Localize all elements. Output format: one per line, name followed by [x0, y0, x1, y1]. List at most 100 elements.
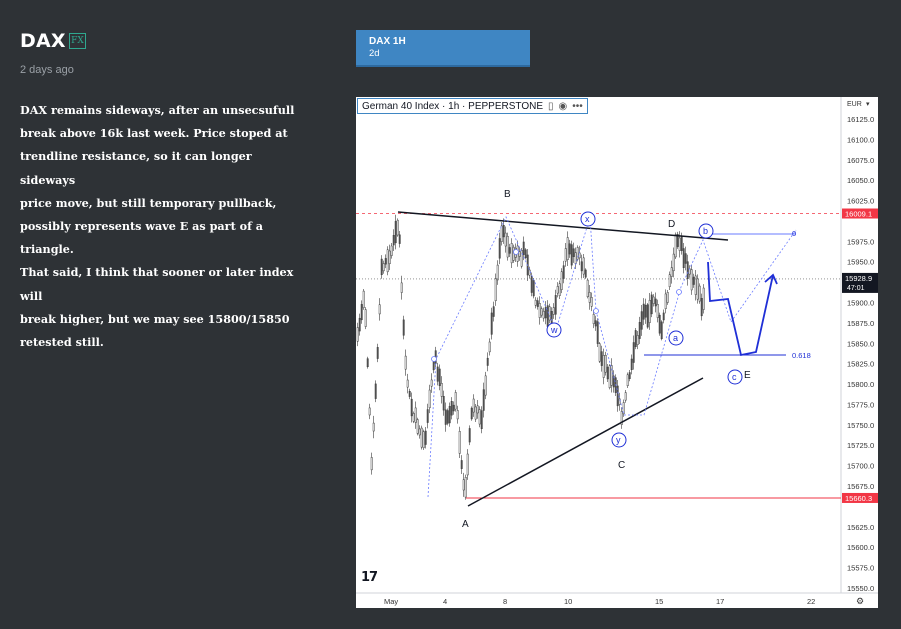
wave-e-projection	[707, 261, 774, 357]
candle	[470, 407, 473, 420]
candle	[676, 233, 679, 247]
price-tick-label: 15950.0	[847, 258, 874, 267]
price-tick-label: 15675.0	[847, 482, 874, 491]
candle	[408, 390, 411, 397]
candle	[486, 357, 489, 366]
candle	[384, 258, 387, 265]
candle	[588, 292, 591, 303]
price-tick-label: 16050.0	[847, 176, 874, 185]
candle	[524, 249, 527, 258]
candle	[560, 271, 563, 290]
candle	[472, 398, 475, 413]
candle	[474, 406, 477, 420]
candle	[648, 299, 651, 323]
candle	[416, 419, 419, 434]
candle	[684, 253, 687, 264]
wave-label-a-minor: a	[673, 333, 678, 343]
candle	[642, 303, 645, 320]
candle	[604, 354, 607, 373]
chart-canvas[interactable]: 16125.0 16100.0 16075.0 16050.0 16025.0 15975…	[356, 97, 878, 608]
candle	[600, 351, 603, 366]
candle	[654, 298, 657, 307]
candle	[452, 404, 455, 412]
chart-tab[interactable]: DAX 1H 2d	[356, 30, 530, 67]
square-icon[interactable]: ▯	[548, 100, 554, 112]
post-body: DAX remains sideways, after an unsecsufu…	[20, 99, 305, 354]
candle	[376, 347, 379, 359]
candle	[578, 252, 581, 259]
wave-label-b: B	[504, 189, 511, 200]
price-tick-label: 15875.0	[847, 319, 874, 328]
candle	[406, 379, 409, 388]
candle	[618, 398, 621, 405]
candle	[574, 252, 577, 265]
candle	[616, 385, 619, 407]
candle	[666, 292, 669, 303]
candle	[522, 241, 525, 255]
more-icon[interactable]: •••	[572, 100, 583, 112]
candle	[438, 368, 441, 386]
candle	[694, 275, 697, 295]
candle	[506, 235, 509, 258]
candle	[656, 304, 659, 318]
candle	[484, 375, 487, 396]
candle	[548, 306, 551, 321]
price-chart[interactable]: 16125.0 16100.0 16075.0 16050.0 16025.0 15975…	[356, 97, 878, 608]
fx-badge[interactable]: FX	[69, 33, 86, 49]
candle	[690, 269, 693, 291]
candle	[448, 406, 451, 424]
price-tick-label: 15725.0	[847, 441, 874, 450]
candle	[674, 234, 677, 258]
candle	[646, 304, 649, 328]
currency-label: EUR	[847, 101, 862, 108]
candle	[460, 460, 463, 469]
candle	[444, 409, 447, 425]
price-tick-label: 15900.0	[847, 298, 874, 307]
post-title: DAX	[20, 30, 66, 52]
price-tick-label: 15750.0	[847, 421, 874, 430]
price-tick-label: 15975.0	[847, 237, 874, 246]
candle	[456, 410, 459, 420]
price-tick-label: 16025.0	[847, 197, 874, 206]
candle	[396, 219, 399, 236]
chart-symbol: German 40 Index · 1h · PEPPERSTONE	[362, 100, 544, 112]
price-tick-label: 15600.0	[847, 543, 874, 552]
lower-trendline	[467, 377, 704, 507]
candle	[390, 245, 393, 256]
candle	[440, 383, 443, 397]
candle	[592, 314, 595, 325]
candle	[682, 248, 685, 268]
candle	[540, 308, 543, 316]
low-price-tag: 15660.3	[845, 494, 872, 503]
price-tick-label: 15575.0	[847, 564, 874, 573]
candle	[554, 295, 557, 315]
candle	[534, 299, 537, 306]
candle	[426, 409, 429, 423]
candle	[582, 257, 585, 275]
candle	[404, 355, 407, 370]
candle	[490, 312, 493, 335]
wave-label-d: D	[668, 219, 675, 230]
wave-label-x-circle	[580, 211, 596, 227]
candle	[418, 428, 421, 436]
projection-arrowhead	[764, 273, 778, 285]
price-tick-label: 15850.0	[847, 339, 874, 348]
candle	[496, 264, 499, 281]
fib-zero-label: 0	[792, 229, 796, 238]
candle	[380, 258, 383, 276]
eye-icon[interactable]: ◉	[558, 100, 568, 112]
candle	[620, 411, 623, 425]
candle	[594, 320, 597, 327]
candle	[462, 479, 465, 491]
candle	[576, 247, 579, 260]
wave-label-e: E	[744, 370, 751, 381]
chart-legend[interactable]: German 40 Index · 1h · PEPPERSTONE ▯ ◉ •…	[357, 98, 588, 114]
candle	[608, 365, 611, 388]
candle	[498, 238, 501, 259]
candle	[466, 453, 469, 476]
candle	[488, 341, 491, 353]
candle	[630, 358, 633, 371]
candle	[424, 430, 427, 445]
time-tick-label: 15	[655, 597, 663, 606]
candle	[394, 221, 397, 244]
